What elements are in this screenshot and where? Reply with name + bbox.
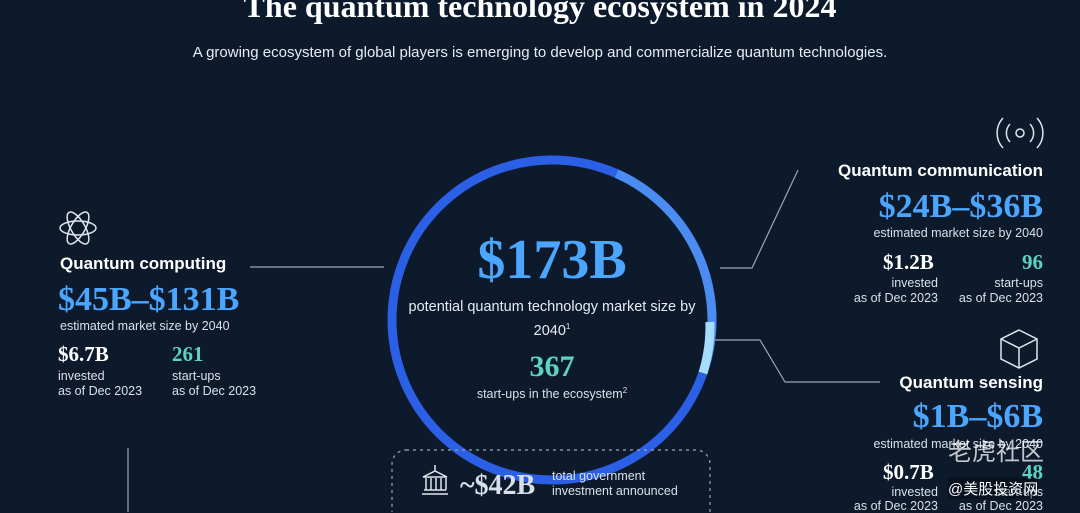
segment-range: $24B–$36B (878, 188, 1043, 225)
segment-name: Quantum sensing (899, 373, 1043, 392)
gov-value: ~$42B (460, 470, 536, 501)
note: 1 (565, 322, 571, 331)
range-caption: estimated market size by 2040 (873, 437, 1043, 451)
caption: as of Dec 2023 (853, 291, 938, 305)
startups: 48 (1022, 460, 1043, 484)
invested: $0.7B (883, 460, 934, 484)
center-caption: potential quantum technology market size… (392, 298, 712, 341)
caption: start-ups (994, 276, 1043, 290)
connector (720, 169, 799, 269)
invested: $6.7B (58, 342, 109, 366)
signal-icon (1015, 128, 1025, 138)
center-startups: 367 (529, 350, 575, 383)
caption: start-ups (172, 369, 221, 383)
title: The quantum technology ecosystem in 2024 (243, 0, 837, 24)
watermark: @美股投资网 (948, 478, 1039, 499)
startups: 96 (1022, 250, 1043, 274)
caption: start-ups (994, 485, 1043, 499)
segment-name: Quantum communication (838, 161, 1043, 180)
gov-caption: total government investment announced (552, 469, 678, 498)
caption: as of Dec 2023 (958, 291, 1043, 305)
center-value: $173B (477, 229, 627, 291)
subtitle: A growing ecosystem of global players is… (192, 44, 888, 61)
caption: as of Dec 2023 (172, 384, 257, 398)
atom-icon (59, 220, 97, 236)
gov-box (391, 449, 711, 512)
caption: potential quantum technology market size… (408, 299, 696, 339)
caption: invested (891, 276, 938, 290)
caption: as of Dec 2023 (58, 384, 143, 398)
range-caption: estimated market size by 2040 (873, 226, 1043, 240)
segment-name: Quantum computing (60, 254, 227, 273)
center-startups-caption: start-ups in the ecosystem2 (392, 386, 712, 401)
segment-range: $1B–$6B (912, 398, 1043, 435)
caption: as of Dec 2023 (853, 499, 938, 513)
connector (715, 339, 880, 383)
segment-range: $45B–$131B (58, 281, 240, 318)
startups: 261 (172, 342, 204, 366)
caption: invested (891, 485, 938, 499)
note: 2 (622, 386, 628, 395)
gov-icon (422, 465, 448, 495)
cube-icon (1000, 329, 1038, 369)
watermark: 老虎社区 (948, 439, 1044, 466)
caption: start-ups in the ecosystem (476, 387, 623, 402)
invested: $1.2B (883, 250, 934, 274)
caption: invested (58, 369, 105, 383)
ring-segment (698, 321, 715, 375)
range-caption: estimated market size by 2040 (60, 319, 230, 333)
caption: as of Dec 2023 (958, 499, 1043, 513)
